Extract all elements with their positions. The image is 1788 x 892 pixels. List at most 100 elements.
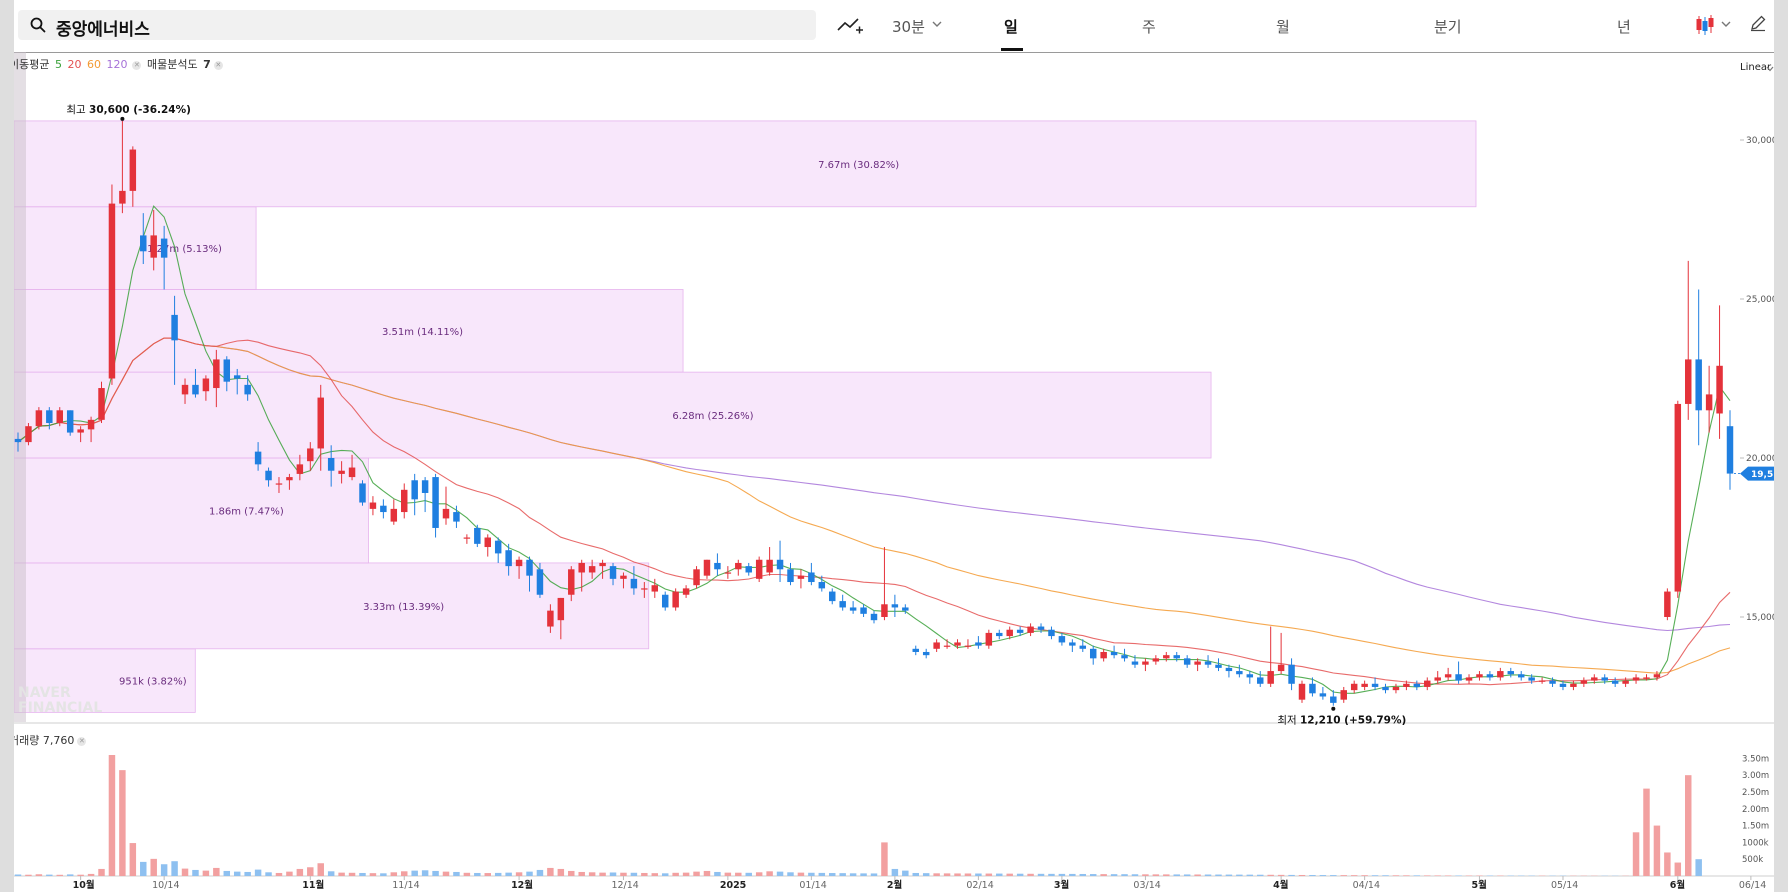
candle-body [1382,686,1389,691]
volume-bar [724,872,732,876]
candle-body [693,569,700,586]
candle-body [35,410,43,427]
candle-body [735,562,742,570]
active-tab-indicator [1001,48,1023,51]
chevron-down-icon[interactable] [1766,66,1774,72]
candle-body [954,642,961,646]
candle [1361,680,1368,691]
tab-day[interactable]: 일 [1004,18,1018,36]
candle-body [1403,683,1410,687]
volume-bar [150,858,157,876]
date-tick-label: 04/14 [1353,880,1380,891]
candle-body [254,451,262,465]
volume-bar [766,871,773,876]
date-tick-label: 2025 [720,880,746,891]
ma-5: 5 [54,58,62,71]
candle-body [714,562,721,570]
close-icon[interactable]: ✕ [77,736,87,746]
volume-bar [1142,874,1149,876]
volume-bar [568,870,575,876]
add-indicator-icon[interactable] [836,14,864,36]
candlestick-type-icon[interactable] [1694,14,1716,36]
volume-bar [1403,875,1410,876]
tab-quarter[interactable]: 분기 [1434,18,1462,36]
volume-bar [108,755,116,876]
volume-bar [849,873,857,876]
candle [140,213,147,265]
volume-bar [599,872,606,876]
date-tick-label: 12/14 [611,880,638,891]
volume-bar [1163,874,1170,876]
candle-body [359,483,366,503]
candle-body [505,550,512,567]
candle [735,559,742,576]
volume-bar [442,871,450,876]
ma-label[interactable]: 이동평균 [14,58,50,71]
volume-bar [98,868,105,876]
tab-month[interactable]: 월 [1276,18,1290,36]
tab-week[interactable]: 주 [1142,18,1156,36]
chevron-down-icon[interactable] [932,20,942,28]
volume-bar [275,872,283,876]
candle [996,629,1003,640]
candle-body [25,426,32,443]
candle-body [975,642,982,646]
candle [1100,648,1107,662]
tab-30min[interactable]: 30분 [892,18,925,36]
candle-body [536,569,544,595]
candle [474,524,481,548]
candle [787,562,794,586]
candle [1048,626,1055,640]
volume-bar [1257,874,1264,876]
candle [1027,623,1034,637]
candle-body [401,489,408,513]
volume-bar [975,873,982,876]
candle [494,537,502,563]
volume-bar [192,869,199,876]
candle-body [703,559,711,576]
tab-year[interactable]: 년 [1617,18,1631,36]
volume-bar [327,871,335,876]
volume-bar [1194,874,1201,876]
candle-body [338,470,345,474]
scale-mode-label[interactable]: Linear [1740,62,1772,73]
candle [14,432,22,452]
candle-body [818,582,826,589]
candle [35,407,43,430]
search-query[interactable]: 중앙에너비스 [56,20,150,40]
volume-bar [233,871,241,876]
volume-bar [421,870,429,876]
candle-body [1601,677,1608,681]
candle [1653,671,1661,681]
volume-bar [1267,874,1274,876]
volume-bar [1016,873,1024,876]
candle-body [1173,655,1180,659]
volume-bar [1653,825,1661,876]
candle-body [244,384,251,395]
volume-profile-label[interactable]: 매물분석도 [146,58,198,71]
search-icon[interactable] [30,17,46,33]
volume-label[interactable]: 거래량 [14,734,40,747]
ma-20: 20 [67,58,82,71]
candle [1079,639,1087,652]
volume-bar [808,872,815,876]
candle-body [411,480,418,500]
candle-body [181,384,189,395]
volume-bar [1695,859,1702,876]
close-icon[interactable]: ✕ [132,60,142,70]
candle [1037,623,1045,633]
price-chart[interactable]: 951k (3.82%) 3.33m (13.39%) 1.86m (7.47%) 6… [14,0,1774,892]
candle-body [766,559,773,573]
candle-body [1089,648,1097,659]
pencil-icon[interactable] [1749,14,1767,32]
close-icon[interactable]: ✕ [213,60,223,70]
chevron-down-icon[interactable] [1721,20,1731,28]
candle [1549,677,1556,687]
volume-bar [1444,875,1452,876]
candle-body [1455,674,1462,681]
search-box[interactable]: 중앙에너비스 [18,10,816,40]
candle [849,601,857,614]
high-annotation-part: 최고 [66,104,89,116]
candle-body [1131,661,1139,665]
volume-value: 7,760 [42,734,75,747]
